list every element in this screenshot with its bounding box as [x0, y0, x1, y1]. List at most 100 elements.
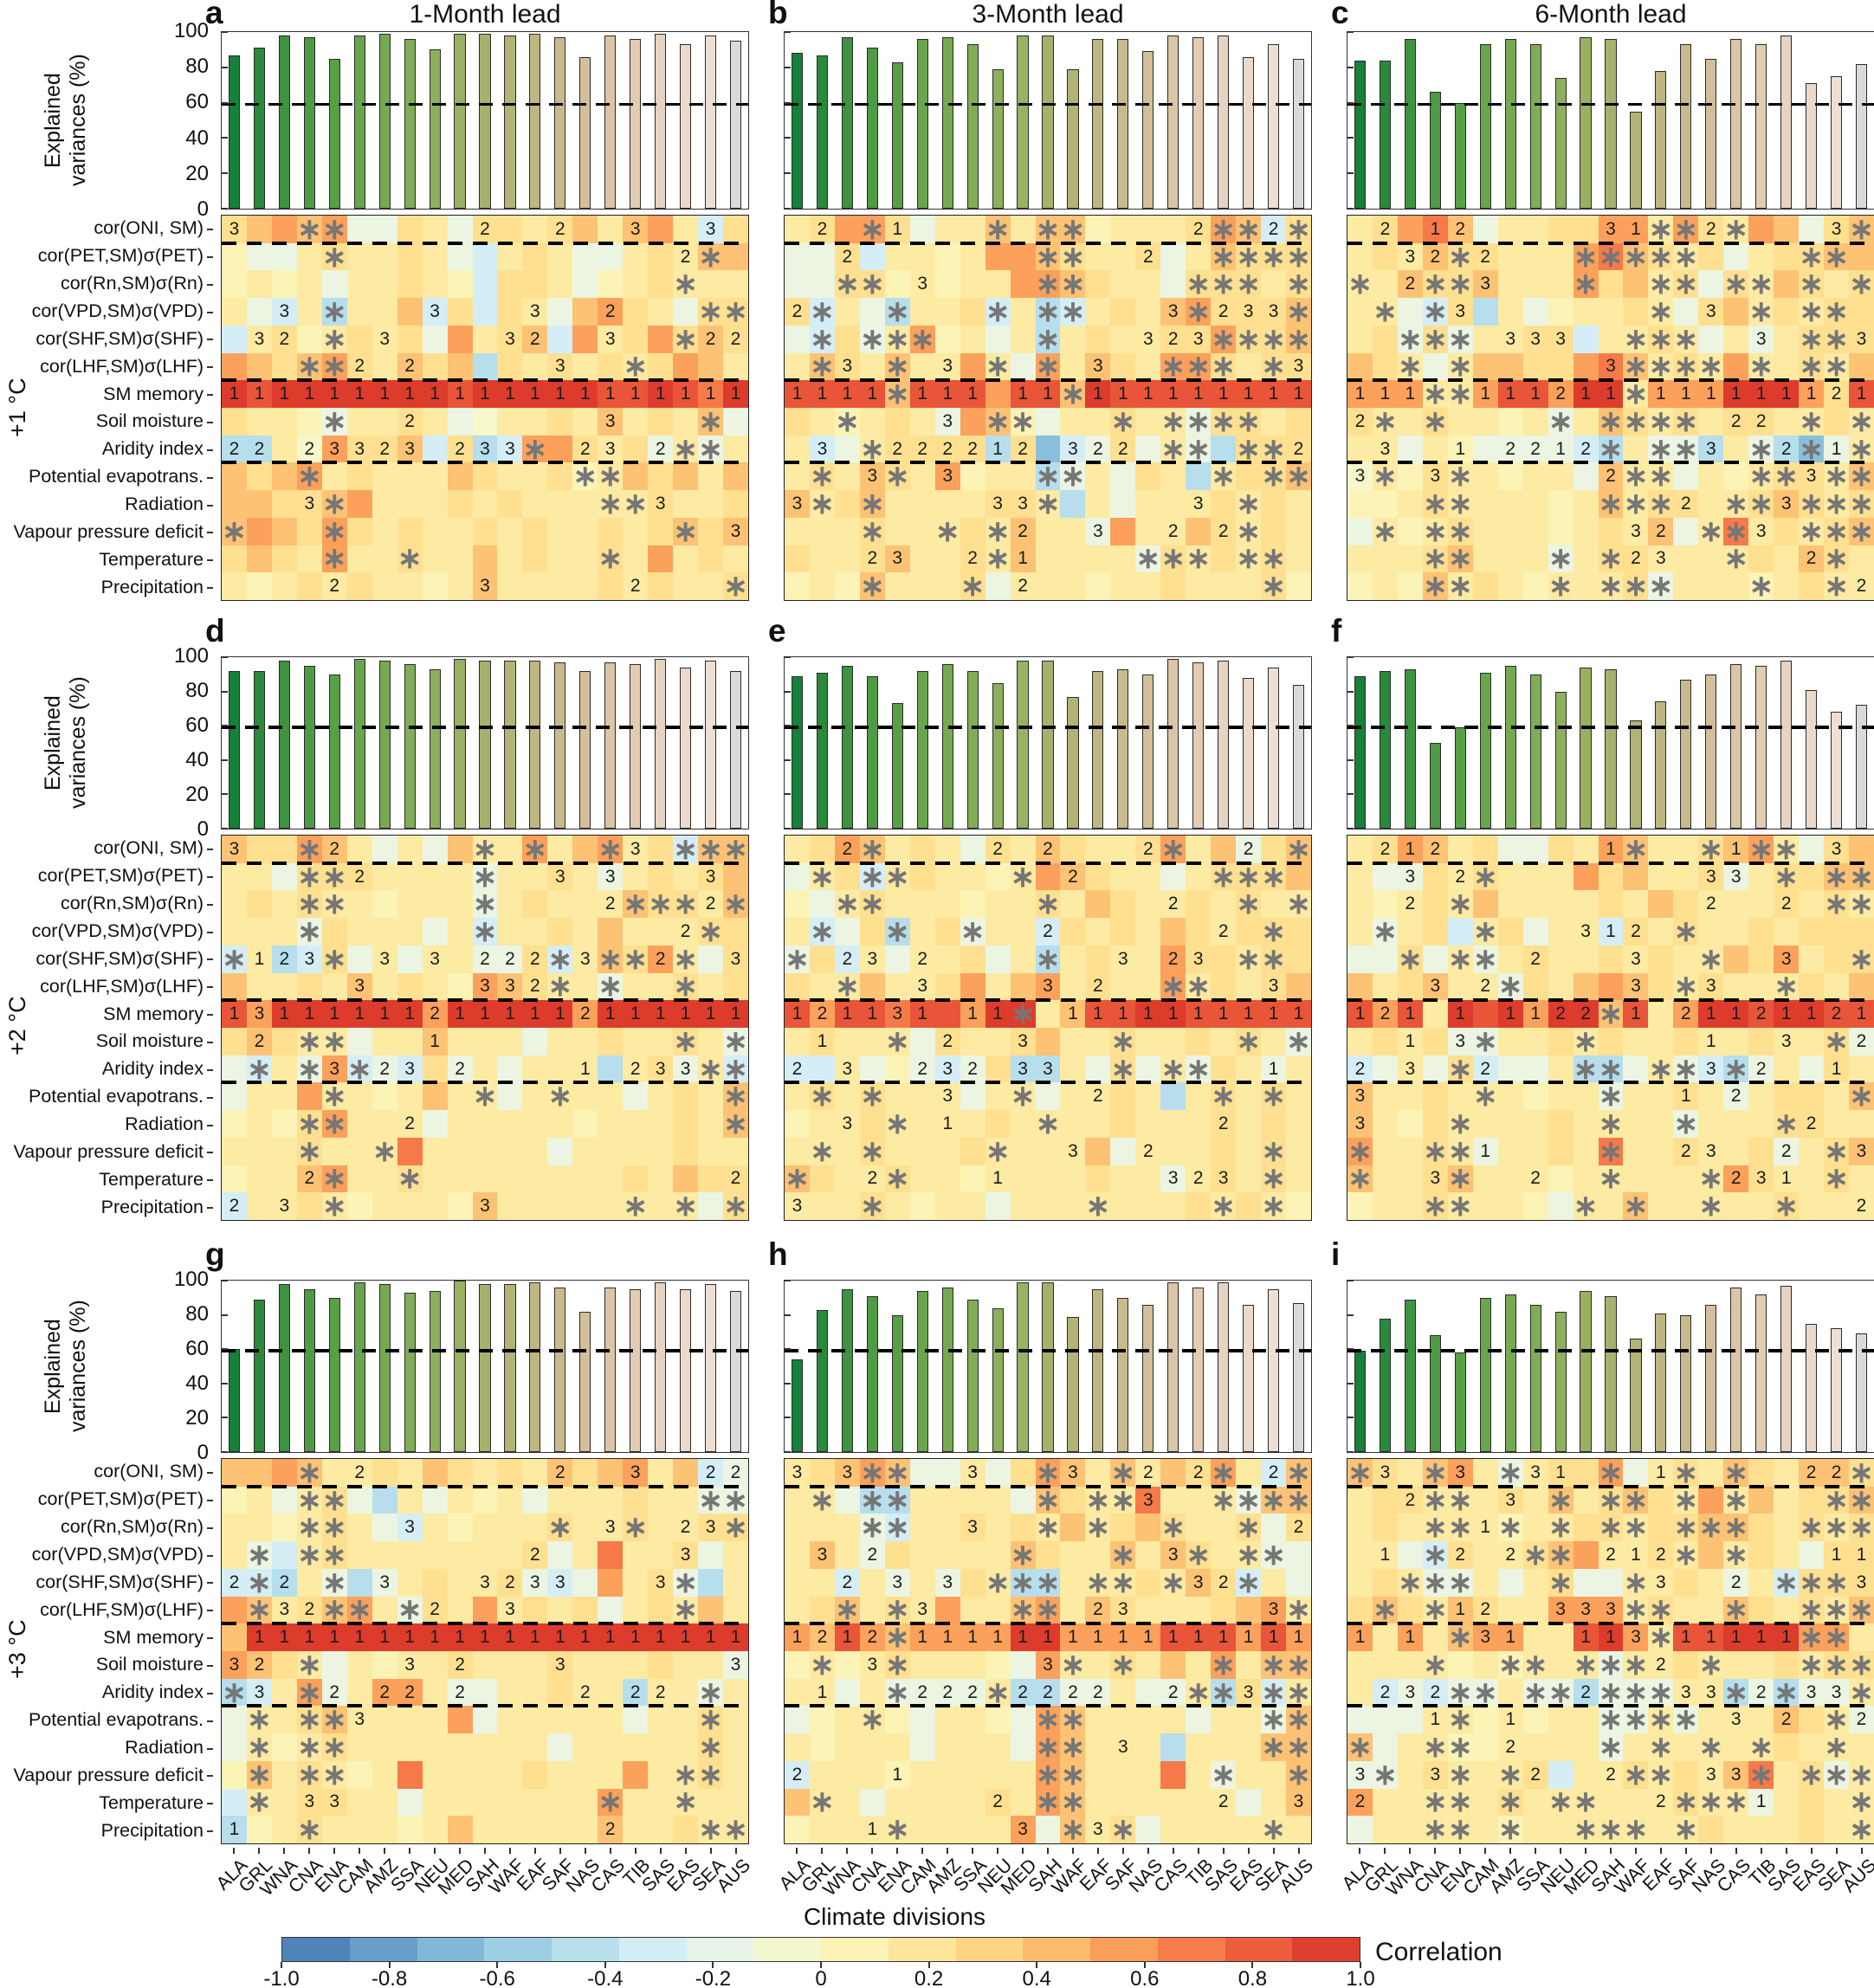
heatmap-cell: ∗ [1447, 890, 1473, 919]
lag-number: 1 [967, 1004, 978, 1024]
heatmap-cell: ∗ [222, 517, 247, 545]
y-tick-mark [222, 1451, 228, 1453]
lag-number: 3 [530, 300, 540, 321]
heatmap-cell: 2 [1085, 972, 1111, 1001]
heatmap-cell [1598, 945, 1624, 973]
heatmap-row-label: cor(VPD,SM)σ(VPD) [0, 918, 213, 946]
lag-number: 2 [229, 1196, 240, 1217]
heatmap-cell [1673, 572, 1699, 600]
x-tick-mark [358, 1848, 360, 1854]
heatmap-cell [547, 545, 573, 573]
lag-number: 3 [1018, 1058, 1028, 1079]
heatmap-cell [1135, 1568, 1161, 1597]
lag-number: 3 [1043, 976, 1053, 997]
heatmap-cell: ∗ [1723, 1514, 1749, 1542]
heatmap-cell [934, 1733, 960, 1761]
heatmap-cell [1623, 1027, 1649, 1055]
heatmap-cell: 1 [1286, 380, 1311, 408]
heatmap-cell [1623, 1733, 1649, 1761]
lag-number: 1 [1705, 1030, 1716, 1051]
lag-number: 2 [1167, 328, 1179, 349]
heatmap-cell: 2 [572, 1000, 598, 1028]
heatmap-cell [1723, 890, 1749, 919]
heatmap-cell: ∗ [547, 1082, 573, 1111]
heatmap-cell: 3 [271, 1192, 297, 1220]
lag-number: 2 [1705, 894, 1716, 914]
heatmap-cell: 2 [648, 435, 674, 463]
heatmap-cell [985, 1459, 1011, 1487]
heatmap-cell [1849, 1733, 1874, 1761]
heatmap: 2 ∗ 2 2 2 ∗ 2 ∗ ∗ ∗ ∗ ∗ 2 ∗ ∗ ∗ ∗ ∗ ∗ 2 ∗ ∗ ∗ ∗ ∗ 2 2 ∗ ∗ 2 3 2 ∗ 3 2 3 ∗ ∗ ∗ 3… [784, 835, 1312, 1221]
heatmap-cell [372, 1650, 397, 1679]
lag-number: 1 [917, 1627, 928, 1648]
heatmap-cell: 3 [859, 945, 885, 973]
heatmap-cell [1573, 545, 1599, 573]
lag-number: 3 [1043, 1654, 1053, 1675]
heatmap-cell: ∗ [884, 298, 910, 326]
heatmap-cell [296, 572, 322, 600]
heatmap-cell: 3 [547, 352, 573, 381]
lag-number: 2 [1093, 1599, 1103, 1620]
heatmap-cell: ∗ [698, 1706, 724, 1734]
panel-letter: c [1331, 0, 1349, 30]
heatmap-cell [1135, 972, 1161, 1001]
heatmap-cell [222, 1514, 247, 1542]
heatmap-cell: 1 [648, 380, 674, 408]
heatmap-cell: 1 [598, 380, 624, 408]
heatmap-cell [1497, 216, 1523, 243]
heatmap-cell [834, 862, 860, 891]
bar-AUS [1855, 705, 1868, 829]
heatmap-cell [1623, 1110, 1649, 1138]
heatmap-cell: ∗ [1236, 216, 1262, 243]
x-tick-mark [458, 1848, 461, 1854]
y-tick-label: 40 [185, 126, 209, 150]
heatmap-cell [809, 1568, 835, 1597]
heatmap-cell: 3 [397, 435, 423, 463]
heatmap-cell [1497, 945, 1523, 973]
heatmap-row-label: Precipitation [0, 1193, 213, 1221]
heatmap-cell: 1 [1211, 380, 1237, 408]
heatmap-cell: 2 [1774, 1706, 1800, 1734]
bar-CAS [604, 662, 617, 829]
heatmap-cell: ∗ [1422, 1459, 1448, 1487]
lag-number: 2 [1606, 1764, 1616, 1785]
lag-number: 3 [1555, 328, 1566, 349]
lag-number: 3 [404, 1517, 415, 1538]
heatmap-cell: ∗ [1236, 490, 1262, 518]
heatmap-cell [1522, 1623, 1548, 1651]
heatmap-cell [271, 242, 297, 271]
bar-SAF [1117, 39, 1129, 209]
heatmap-cell [1372, 1623, 1398, 1651]
heatmap-cell: 2 [1010, 1678, 1036, 1707]
lag-number: 3 [480, 976, 490, 997]
heatmap-cell: ∗ [1623, 407, 1649, 436]
heatmap-cell [1110, 1082, 1136, 1111]
heatmap-cell: ∗ [222, 1678, 247, 1707]
lag-number: 3 [1705, 1764, 1716, 1785]
heatmap-cell [698, 1137, 724, 1165]
heatmap-cell [1522, 270, 1548, 299]
heatmap-cell [1748, 1514, 1774, 1542]
heatmap-cell: 1 [785, 380, 810, 408]
heatmap-cell: 3 [1010, 490, 1036, 518]
heatmap-cell [1010, 216, 1036, 243]
lag-number: 2 [530, 976, 540, 997]
heatmap-cell: ∗ [1824, 1650, 1850, 1679]
heatmap-cell: 1 [673, 1623, 699, 1651]
x-tick-mark [1273, 1848, 1276, 1854]
heatmap-cell [447, 242, 473, 271]
heatmap-row-label: Potential evapotrans. [0, 1707, 213, 1734]
heatmap-cell: 2 [1286, 435, 1311, 463]
heatmap-cell [598, 1137, 624, 1165]
heatmap-cell: ∗ [1447, 1137, 1473, 1165]
heatmap-cell [623, 1568, 649, 1597]
heatmap-cell [246, 1514, 272, 1542]
heatmap-cell: 3 [1397, 242, 1423, 271]
heatmap-cell: 2 [1060, 1678, 1086, 1707]
lag-number: 3 [630, 838, 641, 859]
bar-SAF [554, 1287, 566, 1452]
lag-number: 1 [1755, 1627, 1767, 1648]
lag-number: 2 [655, 948, 666, 969]
x-tick-mark [1635, 1848, 1638, 1854]
heatmap-cell: ∗ [723, 1486, 748, 1514]
